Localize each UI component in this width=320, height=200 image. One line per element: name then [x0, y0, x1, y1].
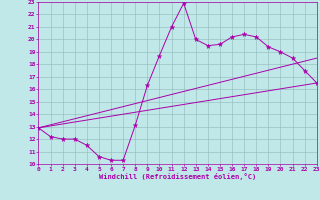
X-axis label: Windchill (Refroidissement éolien,°C): Windchill (Refroidissement éolien,°C) [99, 173, 256, 180]
